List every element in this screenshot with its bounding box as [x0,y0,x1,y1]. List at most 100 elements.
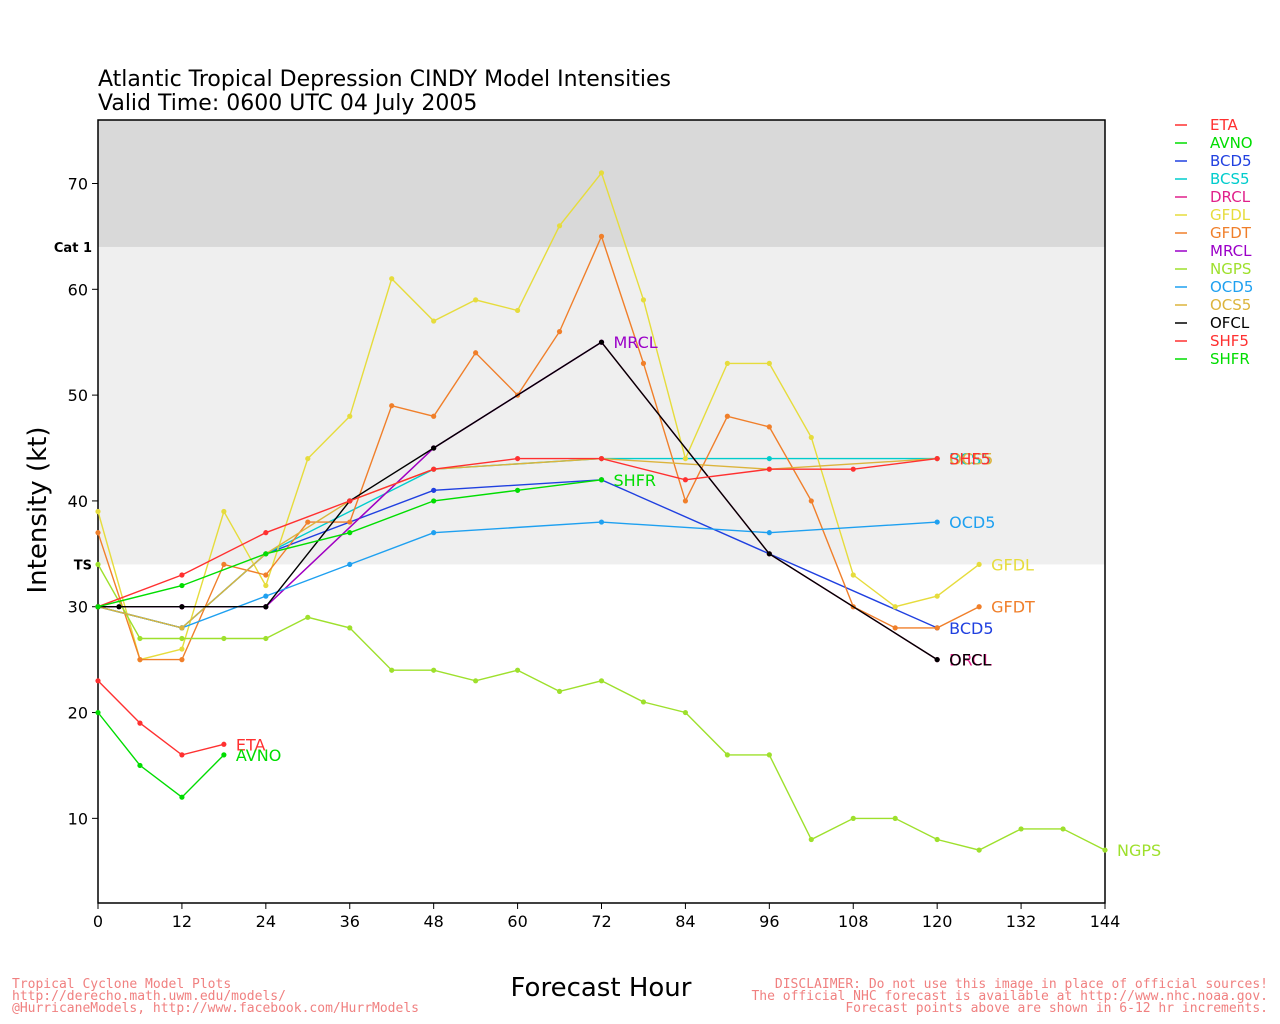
y-tick-label-10: 10 [68,809,88,828]
point-gfdt-102 [808,498,814,504]
point-gfdt-120 [934,625,940,631]
point-shf5-12 [179,572,185,578]
point-gfdl-54 [473,297,479,303]
band-0 [98,246,1105,565]
point-shfr-0 [95,604,101,610]
point-shfr-24 [263,551,269,557]
point-ngps-24 [263,635,269,642]
legend: ETAAVNOBCD5BCS5DRCLGFDLGFDTMRCLNGPSOCD5O… [1175,116,1253,368]
series-line-avno [97,712,225,799]
legend-label-ofcl: OFCL [1210,314,1250,332]
point-ofcl-120 [934,657,940,663]
point-avno-18 [221,752,227,758]
point-ngps-66 [556,688,563,694]
series-lines [95,170,1108,853]
point-ngps-78 [640,699,647,705]
point-ofcl-48 [431,445,437,451]
point-ocd5-48 [431,530,437,536]
point-avno-0 [95,709,101,716]
point-gfdl-24 [263,582,269,589]
point-gfdt-42 [389,403,395,409]
band-1 [98,120,1105,247]
point-gfdt-12 [179,657,185,663]
end-label-mrcl: MRCL [614,333,658,352]
point-gfdl-120 [934,593,940,599]
point-ngps-96 [766,752,772,758]
band-label-0: TS [74,558,92,573]
footer-left-line3: @HurricaneModels, http://www.facebook.co… [12,1001,419,1016]
x-tick-label-24: 24 [256,912,276,931]
legend-label-shf5: SHF5 [1210,332,1249,350]
end-label-shf5: SHF5 [949,450,991,469]
point-gfdl-60 [514,307,521,314]
point-shfr-48 [431,498,437,504]
point-gfdt-126 [976,604,982,610]
point-ocd5-36 [347,561,353,568]
series-line-gfdt [97,234,980,661]
point-gfdt-96 [766,424,772,430]
point-shf5-72 [598,455,605,462]
point-gfdl-0 [95,508,101,515]
x-tick-label-120: 120 [922,912,953,931]
point-ngps-144 [1102,847,1108,853]
point-eta-18 [221,741,227,747]
point-bcs5-96 [766,455,772,462]
chart-subtitle: Valid Time: 0600 UTC 04 July 2005 [98,91,477,116]
point-gfdl-30 [305,455,311,462]
point-eta-0 [95,678,101,684]
legend-label-gfdt: GFDT [1210,224,1252,242]
point-ngps-6 [137,635,143,642]
footer-left-line1: Tropical Cyclone Model Plots [12,977,231,992]
end-label-gfdl: GFDL [991,555,1034,574]
point-shfr-72 [598,477,605,483]
footer-right-line3: Forecast points above are shown in 6-12 … [845,1001,1268,1016]
chart-title: Atlantic Tropical Depression CINDY Model… [98,67,671,92]
x-tick-label-60: 60 [507,912,527,931]
series-line-gfdl [97,171,980,661]
point-ngps-18 [221,635,227,642]
point-ngps-12 [179,635,185,642]
end-label-bcs5: BCS5 [949,450,991,469]
legend-label-shfr: SHFR [1210,350,1250,368]
end-label-shfr: SHFR [614,471,657,490]
point-bcd5-48 [431,487,437,493]
point-gfdt-54 [473,350,479,356]
point-shf5-36 [347,498,353,504]
point-shfr-60 [514,487,521,493]
legend-label-avno: AVNO [1210,134,1253,152]
point-gfdt-90 [724,413,730,419]
legend-label-ocs5: OCS5 [1210,296,1251,314]
end-label-ngps: NGPS [1117,841,1161,860]
point-ofcl-24 [263,604,269,610]
point-shf5-96 [766,466,772,472]
x-tick-label-96: 96 [759,912,779,931]
point-ocd5-24 [263,593,269,599]
legend-label-ngps: NGPS [1210,260,1251,278]
point-ngps-84 [682,709,689,716]
legend-label-gfdl: GFDL [1210,206,1251,224]
point-ngps-54 [473,678,479,684]
point-gfdl-90 [724,360,730,366]
legend-label-bcd5: BCD5 [1210,152,1252,170]
point-ocd5-96 [766,530,772,536]
point-shf5-24 [263,530,269,536]
point-ngps-114 [892,815,898,821]
legend-label-drcl: DRCL [1210,188,1251,206]
x-tick-label-36: 36 [340,912,360,931]
point-ngps-36 [347,625,353,631]
point-gfdt-24 [263,572,269,578]
point-gfdt-72 [598,233,605,239]
point-ocd5-120 [934,519,940,525]
x-tick-label-132: 132 [1006,912,1037,931]
point-gfdt-114 [892,625,898,631]
x-tick-label-48: 48 [423,912,443,931]
end-label-avno: AVNO [236,746,281,765]
series-line-ocd5 [97,521,938,629]
point-gfdl-108 [850,572,856,578]
point-avno-12 [179,794,185,800]
y-tick-label-60: 60 [68,280,88,299]
point-avno-6 [137,762,143,769]
point-gfdt-0 [95,530,101,536]
point-gfdl-78 [640,297,647,303]
